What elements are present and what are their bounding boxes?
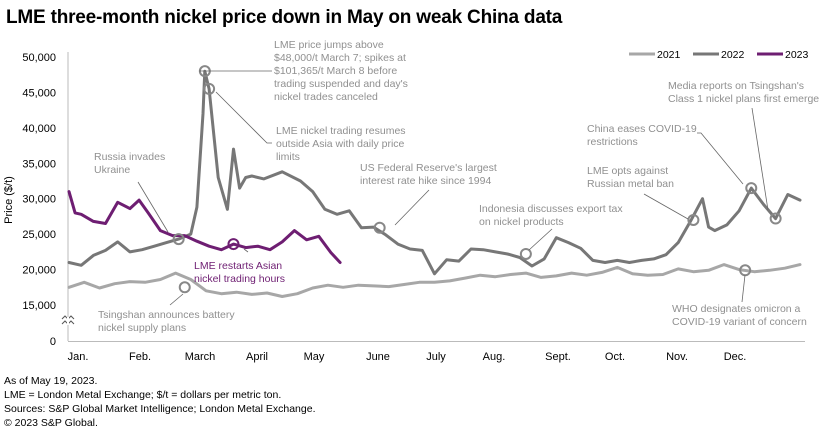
annotation: LME nickel trading resumes outside Asia w… (203, 82, 406, 163)
annotation-text: LME restarts Asian nickel trading hours (194, 260, 285, 285)
series-line-2022 (67, 69, 802, 276)
series-line-2023 (67, 190, 342, 264)
y-tick-label: 30,000 (22, 194, 56, 206)
annotation: LME price jumps above $48,000/t March 7; … (198, 39, 408, 103)
annotation-leader-line (643, 193, 689, 220)
annotation-marker (178, 281, 191, 294)
y-tick-label: 20,000 (22, 265, 56, 277)
annotation-text: LME price jumps above $48,000/t March 7; … (274, 39, 408, 103)
axis-break-icon (61, 315, 75, 325)
footnote-as-of: As of May 19, 2023. (4, 375, 98, 387)
annotation-marker (203, 82, 216, 95)
series-layer (67, 69, 802, 298)
annotation-marker (519, 247, 532, 260)
annotation-leader-line (243, 248, 249, 253)
x-tick-label: Aug. (483, 351, 506, 363)
annotation-marker (373, 221, 386, 234)
annotation-marker (227, 238, 240, 251)
annotation-marker (745, 182, 758, 195)
x-tick-label: April (246, 351, 268, 363)
annotation-text: LME nickel trading resumes outside Asia w… (276, 125, 406, 163)
annotation-text: LME opts against Russian metal ban (587, 165, 674, 190)
annotation: LME restarts Asian nickel trading hours (194, 238, 285, 285)
annotation-leader-line (697, 132, 744, 185)
annotation: WHO designates omicron a COVID-19 variant… (672, 264, 807, 328)
x-tick-label: July (426, 351, 446, 363)
annotation: Media reports on Tsingshan's Class 1 nick… (668, 80, 819, 225)
footnote-sources: Sources: S&P Global Market Intelligence;… (4, 403, 316, 415)
annotation-text: Media reports on Tsingshan's Class 1 nick… (668, 80, 819, 105)
x-tick-label: March (185, 351, 216, 363)
legend-item-2022: 2022 (693, 49, 745, 61)
legend-label: 2022 (721, 49, 745, 61)
x-tick-label: Oct. (605, 351, 625, 363)
y-tick-label: 35,000 (22, 158, 56, 170)
y-axis-label: Price ($/t) (3, 176, 15, 224)
annotation-marker (769, 212, 782, 225)
annotation-marker (687, 213, 700, 226)
legend: 2021 2022 2023 (629, 49, 809, 61)
annotation-leader-line (751, 107, 769, 211)
annotation-text: Indonesia discusses export tax on nickel … (479, 203, 623, 228)
annotation: Russia invades Ukraine (94, 151, 185, 246)
annotation: China eases COVID-19 restrictions (587, 123, 758, 195)
annotation-text: US Federal Reserve's largest interest rat… (360, 162, 497, 187)
y-tick-label: 15,000 (22, 300, 56, 312)
legend-item-2021: 2021 (629, 49, 681, 61)
annotation: US Federal Reserve's largest interest rat… (360, 162, 497, 234)
annotation-marker (172, 233, 185, 246)
annotation-text: Russia invades Ukraine (94, 151, 165, 176)
annotation-layer: LME price jumps above $48,000/t March 7; … (94, 39, 819, 334)
chart-title: LME three-month nickel price down in May… (6, 7, 563, 28)
footnote-copyright: © 2023 S&P Global. (4, 417, 98, 429)
x-tick-label: Jan. (68, 351, 89, 363)
x-tick-label: Sept. (545, 351, 571, 363)
y-tick-label: 0 (50, 336, 56, 348)
annotation-text: Tsingshan announces battery nickel supply… (98, 309, 235, 334)
annotation-leader-line (528, 228, 553, 251)
legend-label: 2023 (785, 49, 809, 61)
legend-item-2023: 2023 (757, 49, 809, 61)
x-tick-label: Nov. (666, 351, 688, 363)
annotation-leader-line (741, 274, 746, 303)
y-tick-label: 50,000 (22, 52, 56, 64)
annotation: Tsingshan announces battery nickel supply… (98, 281, 235, 334)
y-tick-label: 40,000 (22, 123, 56, 135)
x-tick-label: Dec. (724, 351, 747, 363)
series-line-2021 (67, 263, 802, 298)
annotation: LME opts against Russian metal ban (587, 165, 700, 226)
y-tick-label: 25,000 (22, 229, 56, 241)
annotation-leader-line (169, 293, 184, 306)
axes: 0 15,000 20,000 25,000 30,000 35,000 40,000 45,… (3, 52, 805, 363)
x-tick-label: Feb. (129, 351, 151, 363)
footnote-abbreviations: LME = London Metal Exchange; $/t = dolla… (4, 389, 282, 401)
annotation: Indonesia discusses export tax on nickel … (479, 203, 623, 260)
legend-label: 2021 (657, 49, 681, 61)
annotation-text: WHO designates omicron a COVID-19 variant… (672, 303, 807, 328)
annotation-leader-line (137, 181, 169, 233)
x-tick-label: June (366, 351, 390, 363)
x-tick-label: May (304, 351, 325, 363)
annotation-leader-line (215, 91, 272, 144)
y-tick-label: 45,000 (22, 87, 56, 99)
annotation-text: China eases COVID-19 restrictions (587, 123, 697, 148)
annotation-leader-line (394, 189, 430, 226)
